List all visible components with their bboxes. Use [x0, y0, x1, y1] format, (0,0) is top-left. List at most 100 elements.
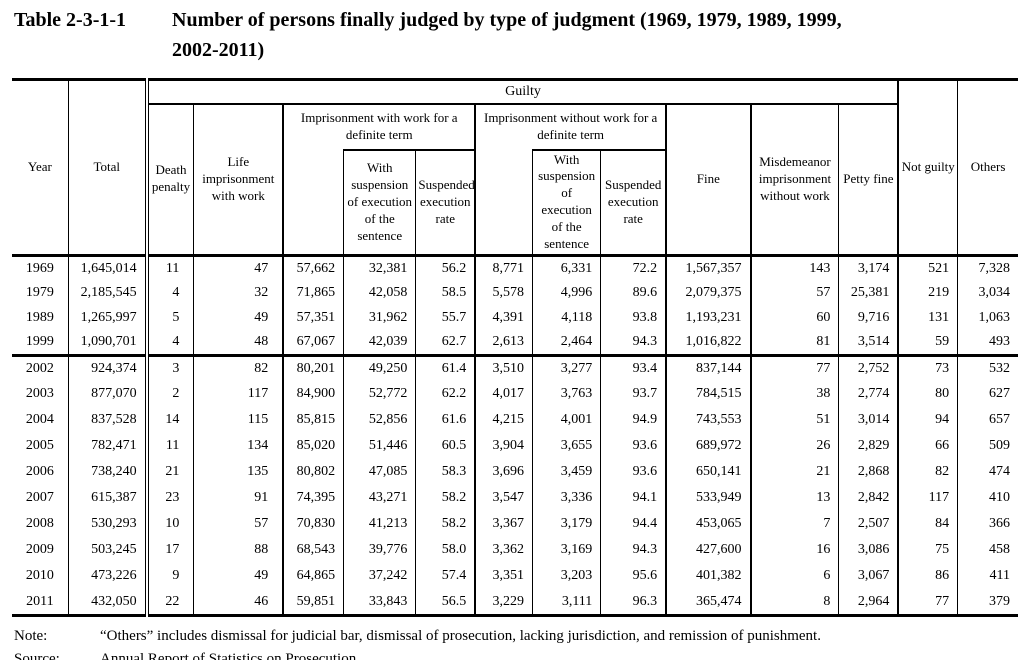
cell-iwow-total: 4,391 [474, 305, 533, 331]
cell-total: 615,387 [67, 485, 147, 512]
cell-death-penalty: 5 [144, 305, 194, 331]
cell-iwow-suspended-rate: 93.6 [600, 459, 667, 486]
cell-fine: 784,515 [665, 381, 751, 408]
cell-life-imprisonment: 32 [193, 280, 284, 306]
cell-life-imprisonment: 47 [193, 253, 284, 281]
cell-misdemeanor: 13 [749, 485, 839, 512]
cell-total: 1,265,997 [67, 305, 147, 331]
table-header: Year Total Guilty Not guilty Others Deat… [12, 78, 1018, 256]
header-iwow-with-suspension: With suspension of execution of the sent… [531, 148, 601, 256]
cell-life-imprisonment: 49 [193, 305, 284, 331]
cell-death-penalty: 14 [144, 407, 194, 434]
table-row: 1999 1,090,701 4 48 67,067 42,039 62.7 2,613 2,4… [12, 330, 1018, 356]
header-row-2: Death penalty Life imprisonment with wor… [12, 103, 1018, 256]
table-row: 1989 1,265,997 5 49 57,351 31,962 55.7 4,391 4,1… [12, 305, 1018, 331]
cell-petty-fine: 9,716 [838, 305, 899, 331]
cell-iww-total: 71,865 [282, 280, 344, 306]
cell-petty-fine: 3,014 [838, 407, 899, 434]
cell-iwow-with-suspension: 4,996 [531, 280, 601, 306]
cell-iwow-suspended-rate: 94.3 [600, 330, 667, 356]
header-imprisonment-with-work: Imprisonment with work for a definite te… [282, 103, 476, 150]
cell-iwow-suspended-rate: 96.3 [600, 589, 667, 617]
cell-misdemeanor: 8 [749, 589, 839, 617]
cell-others: 3,034 [957, 280, 1018, 306]
cell-year: 2004 [25, 412, 54, 428]
cell-not-guilty: 59 [897, 330, 958, 356]
table-number: Table 2-3-1-1 [14, 9, 127, 31]
header-death-penalty: Death penalty [144, 103, 194, 256]
cell-misdemeanor: 7 [749, 511, 839, 538]
cell-year: 1989 [25, 309, 54, 325]
cell-iww-with-suspension: 33,843 [343, 589, 416, 617]
cell-iwow-total: 2,613 [474, 330, 533, 356]
cell-others: 532 [957, 353, 1018, 382]
cell-not-guilty: 82 [897, 459, 958, 486]
cell-year: 2005 [25, 438, 54, 454]
cell-iww-total: 70,830 [282, 511, 344, 538]
cell-iwow-suspended-rate: 94.4 [600, 511, 667, 538]
header-iww-total-blank [282, 149, 344, 256]
cell-year: 2007 [25, 490, 54, 506]
cell-iwow-total: 8,771 [474, 253, 533, 281]
cell-others: 366 [957, 511, 1018, 538]
cell-iwow-with-suspension: 4,001 [531, 407, 601, 434]
cell-iww-total: 84,900 [282, 381, 344, 408]
cell-fine: 533,949 [665, 485, 751, 512]
header-row-3: With suspension of execution of the sent… [12, 148, 1018, 256]
cell-iww-with-suspension: 31,962 [343, 305, 416, 331]
cell-total: 738,240 [67, 459, 147, 486]
cell-not-guilty: 131 [897, 305, 958, 331]
cell-iwow-with-suspension: 3,169 [531, 537, 601, 564]
cell-others: 1,063 [957, 305, 1018, 331]
source-label: Source: [14, 650, 60, 660]
cell-iww-suspended-rate: 57.4 [415, 563, 476, 590]
cell-others: 493 [957, 330, 1018, 356]
cell-iww-with-suspension: 42,058 [343, 280, 416, 306]
cell-iwow-total: 5,578 [474, 280, 533, 306]
cell-misdemeanor: 6 [749, 563, 839, 590]
cell-others: 410 [957, 485, 1018, 512]
cell-iww-with-suspension: 47,085 [343, 459, 416, 486]
cell-petty-fine: 2,842 [838, 485, 899, 512]
cell-total: 782,471 [67, 433, 147, 460]
cell-iww-suspended-rate: 62.2 [415, 381, 476, 408]
cell-total: 1,645,014 [67, 253, 147, 281]
header-iww-with-suspension: With suspension of execution of the sent… [343, 148, 416, 256]
cell-total: 473,226 [67, 563, 147, 590]
cell-iwow-total: 3,362 [474, 537, 533, 564]
cell-misdemeanor: 81 [749, 330, 839, 356]
cell-life-imprisonment: 134 [193, 433, 284, 460]
cell-iwow-total: 4,215 [474, 407, 533, 434]
cell-iww-with-suspension: 51,446 [343, 433, 416, 460]
header-iwow-suspended-rate: Suspended execution rate [600, 148, 667, 256]
cell-total: 432,050 [67, 589, 147, 617]
cell-iwow-with-suspension: 3,459 [531, 459, 601, 486]
cell-iwow-with-suspension: 3,336 [531, 485, 601, 512]
cell-iww-suspended-rate: 58.2 [415, 485, 476, 512]
cell-iww-with-suspension: 43,271 [343, 485, 416, 512]
cell-not-guilty: 80 [897, 381, 958, 408]
cell-life-imprisonment: 49 [193, 563, 284, 590]
header-others: Others [957, 78, 1018, 256]
header-guilty: Guilty [144, 78, 899, 105]
cell-petty-fine: 2,964 [838, 589, 899, 617]
cell-year: 1969 [12, 253, 69, 281]
cell-death-penalty: 4 [144, 280, 194, 306]
cell-iww-with-suspension: 37,242 [343, 563, 416, 590]
cell-total: 924,374 [67, 353, 147, 382]
cell-not-guilty: 75 [897, 537, 958, 564]
table-row: 1979 2,185,545 4 32 71,865 42,058 58.5 5,578 4,9… [12, 280, 1018, 306]
cell-misdemeanor: 51 [749, 407, 839, 434]
cell-petty-fine: 2,868 [838, 459, 899, 486]
cell-misdemeanor: 60 [749, 305, 839, 331]
note-label: Note: [14, 627, 48, 644]
cell-iwow-total: 3,547 [474, 485, 533, 512]
cell-petty-fine: 2,829 [838, 433, 899, 460]
cell-total: 530,293 [67, 511, 147, 538]
header-petty-fine: Petty fine [838, 103, 899, 256]
cell-petty-fine: 25,381 [838, 280, 899, 306]
cell-death-penalty: 17 [144, 537, 194, 564]
cell-iww-suspended-rate: 56.5 [415, 589, 476, 617]
cell-iww-total: 85,020 [282, 433, 344, 460]
cell-others: 7,328 [957, 253, 1018, 281]
